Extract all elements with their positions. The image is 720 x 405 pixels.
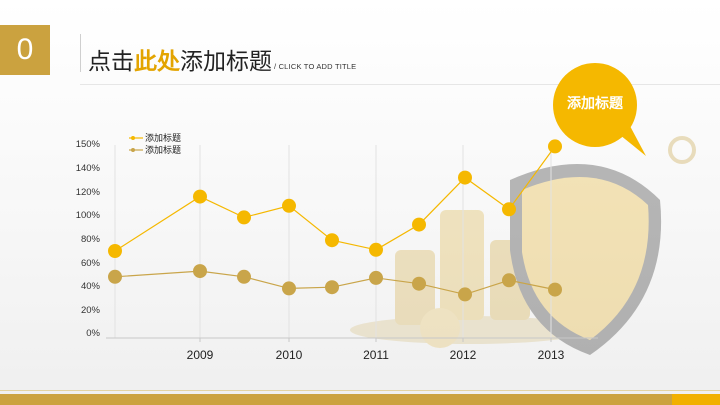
key-ring — [668, 136, 696, 164]
series-1-point — [108, 244, 122, 258]
legend-label-2: 添加标题 — [145, 144, 181, 155]
x-tick-label: 2009 — [187, 348, 214, 362]
series-2-point — [282, 281, 296, 296]
y-tick-label: 120% — [76, 187, 101, 198]
title-part1: 点击 — [88, 49, 134, 75]
y-axis-ticks: 0% 20% 40% 60% 80% 100% 120% 140% 150% — [76, 139, 101, 339]
title-separator — [80, 34, 81, 72]
coin-stack-shadow — [350, 316, 590, 344]
series-2-point — [548, 282, 562, 297]
shield-icon — [510, 164, 662, 355]
header-rule — [80, 84, 720, 85]
series-1-point — [282, 198, 296, 213]
slide-number: 0 — [16, 33, 34, 66]
chart-series — [108, 139, 562, 302]
shield-rim — [522, 177, 649, 340]
legend-marker-2 — [131, 148, 135, 152]
callout-bubble-tail — [620, 126, 646, 156]
y-tick-label: 140% — [76, 163, 101, 174]
y-tick-label: 100% — [76, 210, 101, 221]
y-tick-label: 40% — [81, 281, 101, 292]
series-2-point — [458, 287, 472, 302]
series-2-point — [369, 270, 383, 285]
series-1-point — [548, 139, 562, 154]
footer-bar — [0, 394, 720, 405]
series-1-point — [237, 210, 251, 225]
series-2-point — [412, 276, 426, 291]
x-tick-label: 2013 — [538, 348, 565, 362]
series-2-point — [325, 280, 339, 295]
series-2-point — [237, 269, 251, 284]
slide-number-badge: 0 — [0, 25, 50, 75]
series-2-point — [502, 273, 516, 288]
callout-bubble-circle — [553, 63, 637, 147]
series-2-point — [193, 264, 207, 279]
title-part2: 添加标题 — [180, 49, 272, 75]
title-subtitle: / CLICK TO ADD TITLE — [274, 62, 357, 71]
series-1-point — [193, 189, 207, 204]
y-tick-label: 20% — [81, 305, 101, 316]
series-1-point — [369, 242, 383, 257]
x-tick-label: 2011 — [363, 348, 389, 362]
series-2-line — [114, 270, 556, 296]
chart-grid — [114, 145, 552, 338]
y-tick-label: 80% — [81, 234, 101, 245]
legend-marker-1 — [131, 136, 135, 140]
callout-label: 添加标题 — [567, 96, 623, 112]
x-axis-ticks: 2009 2010 2011 2012 2013 — [187, 338, 565, 362]
coin-stack-2 — [440, 210, 484, 320]
series-1-point — [325, 233, 339, 248]
series-1-point — [502, 202, 516, 217]
y-tick-label: 60% — [81, 258, 101, 269]
callout-bubble — [553, 63, 646, 156]
series-1-point — [458, 170, 472, 185]
legend-label-1: 添加标题 — [145, 132, 181, 143]
footer-accent — [672, 394, 720, 405]
y-tick-label: 150% — [76, 139, 101, 150]
series-1-point — [412, 217, 426, 232]
x-tick-label: 2010 — [276, 348, 303, 362]
footer-line — [0, 390, 720, 391]
page-title: 点击此处添加标题 / CLICK TO ADD TITLE — [88, 48, 356, 81]
title-highlight: 此处 — [134, 49, 180, 75]
series-2-point — [108, 269, 122, 284]
y-tick-label: 0% — [86, 328, 100, 339]
x-tick-label: 2012 — [450, 348, 477, 362]
series-1-line — [114, 146, 556, 252]
